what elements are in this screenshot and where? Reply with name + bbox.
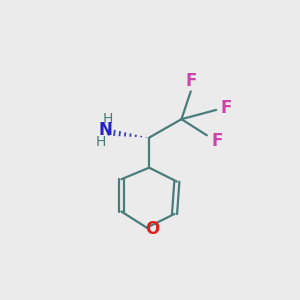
Text: H: H	[95, 135, 106, 149]
Text: F: F	[212, 132, 223, 150]
Text: F: F	[185, 72, 196, 90]
Text: F: F	[221, 99, 232, 117]
Text: O: O	[146, 220, 160, 238]
Text: H: H	[102, 112, 113, 126]
Text: N: N	[98, 121, 112, 139]
